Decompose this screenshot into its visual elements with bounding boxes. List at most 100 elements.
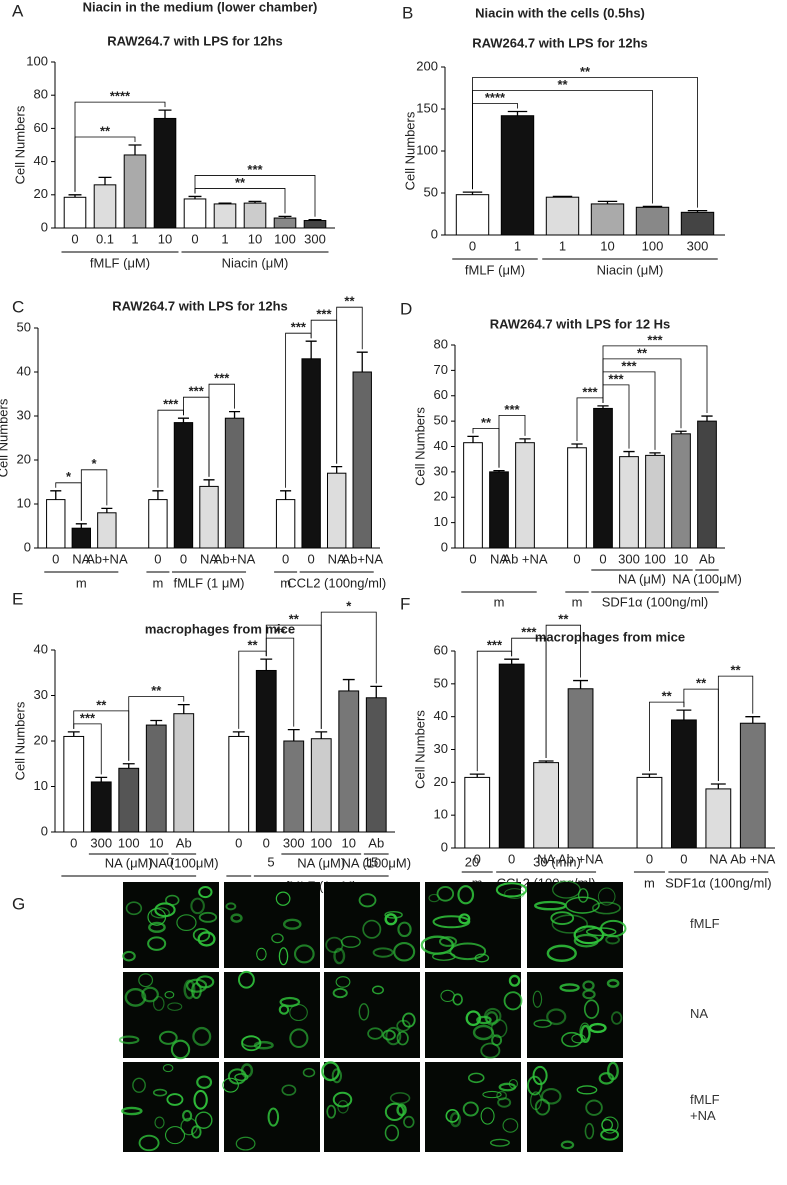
significance-label: ** [637,345,648,360]
error-bar [98,176,112,185]
significance-label: *** [582,384,598,399]
cell [559,983,580,992]
cell [467,1072,485,1084]
error-bar [597,405,609,409]
error-bar [229,410,241,419]
bar [123,154,147,229]
cell [384,1124,400,1142]
x-tick-label: NA [537,851,555,866]
bar [352,371,372,549]
cell [503,991,523,1011]
cell [176,914,197,932]
bar [545,196,580,236]
significance-label: *** [316,307,332,322]
y-tick-label: 0 [24,539,31,554]
x-tick-label: 10 [674,551,688,566]
significance-label: ** [558,612,569,627]
cell [591,901,621,915]
cell [540,1088,562,1105]
y-tick-label: 70 [434,362,448,377]
cell [321,1061,340,1082]
cell [326,1104,337,1119]
bar [697,420,717,549]
cell [504,888,525,899]
cell [158,1030,178,1045]
significance-label: ** [344,294,355,309]
y-tick-label: 40 [17,363,31,378]
group-label: fMLF (μM) [90,255,150,270]
group-label: CCL2 (100ng/ml) [287,575,386,590]
error-bar [75,523,87,529]
significance-label: ** [557,77,568,92]
x-tick-label: Ab+NA [86,551,128,566]
cell [476,1015,492,1025]
y-tick-label: 80 [34,87,48,102]
row-label: fMLF [690,916,720,931]
cell [196,1075,213,1089]
x-tick-label: Ab+NA [214,551,256,566]
error-bar [642,773,657,778]
x-tick-label: 0 [154,551,161,566]
significance-bracket [472,77,698,208]
row-label: fMLF +NA [690,1092,720,1123]
bar [680,211,715,236]
significance-label: ** [151,683,162,698]
x-tick-label: 0 [469,551,476,566]
error-bar [493,469,505,472]
y-tick-label: 0 [41,823,48,838]
cell [340,935,361,948]
cell [393,941,416,962]
significance-label: ** [730,663,741,678]
error-bar [95,776,108,782]
x-tick-label: 1 [221,231,228,246]
significance-bracket [320,611,377,729]
chart-title: macrophages from mice [535,629,685,644]
bar [619,456,639,549]
cell [170,1039,191,1060]
bar [183,198,207,229]
error-bar [642,205,663,208]
cell [498,1082,517,1092]
cell [225,902,237,911]
group-label: fMLF (1 μM) [173,575,244,590]
x-tick-label: 300 [283,835,305,850]
error-bar [68,194,82,198]
significance-label: ** [662,689,673,704]
y-tick-label: 40 [34,153,48,168]
cell [397,921,412,938]
group-label: NA (100μM) [672,571,742,586]
cell [384,1102,405,1122]
cell [275,891,291,906]
cell [256,947,267,961]
cell [192,928,211,942]
cell [582,980,595,991]
y-axis-label: Cell Numbers [0,398,10,477]
group-label: SDF1α (100ng/ml) [665,875,772,890]
bar [199,485,219,549]
cell [560,1140,575,1150]
panel-letter: G [12,894,25,913]
bar [303,220,327,229]
cell [480,1042,501,1059]
cell [372,947,394,958]
y-axis-label: Cell Numbers [402,111,417,190]
y-tick-label: 200 [416,58,438,73]
error-bar [177,703,190,714]
panel-letter: D [400,299,412,318]
cell [571,1033,586,1044]
column-label: 5 [267,854,274,869]
cell [141,986,159,1003]
group-label: m [644,875,655,890]
cell [436,885,455,902]
x-tick-label: 0.1 [96,231,114,246]
y-tick-label: 40 [434,438,448,453]
error-bar [538,760,554,763]
y-tick-label: 20 [434,774,448,789]
bar [63,735,85,833]
bar [97,512,117,549]
bar [173,713,195,833]
micrograph [224,1062,320,1152]
bar [153,117,177,229]
cell [465,1010,482,1027]
significance-label: ** [247,638,258,653]
